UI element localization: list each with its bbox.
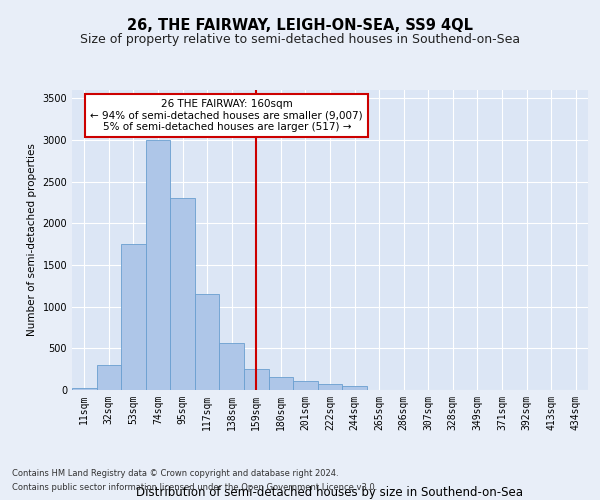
Bar [146,140,170,390]
Bar [170,198,195,390]
Bar [293,381,318,390]
Text: Contains public sector information licensed under the Open Government Licence v3: Contains public sector information licen… [12,484,377,492]
Text: 26 THE FAIRWAY: 160sqm
← 94% of semi-detached houses are smaller (9,007)
5% of s: 26 THE FAIRWAY: 160sqm ← 94% of semi-det… [91,99,363,132]
Text: Contains HM Land Registry data © Crown copyright and database right 2024.: Contains HM Land Registry data © Crown c… [12,468,338,477]
Y-axis label: Number of semi-detached properties: Number of semi-detached properties [27,144,37,336]
X-axis label: Distribution of semi-detached houses by size in Southend-on-Sea: Distribution of semi-detached houses by … [137,486,523,498]
Bar [121,244,146,390]
Bar [97,365,121,390]
Bar [244,369,269,390]
Bar [342,386,367,390]
Bar [72,388,97,390]
Bar [220,342,244,390]
Bar [269,376,293,390]
Text: Size of property relative to semi-detached houses in Southend-on-Sea: Size of property relative to semi-detach… [80,32,520,46]
Bar [318,384,342,390]
Bar [195,294,220,390]
Text: 26, THE FAIRWAY, LEIGH-ON-SEA, SS9 4QL: 26, THE FAIRWAY, LEIGH-ON-SEA, SS9 4QL [127,18,473,32]
